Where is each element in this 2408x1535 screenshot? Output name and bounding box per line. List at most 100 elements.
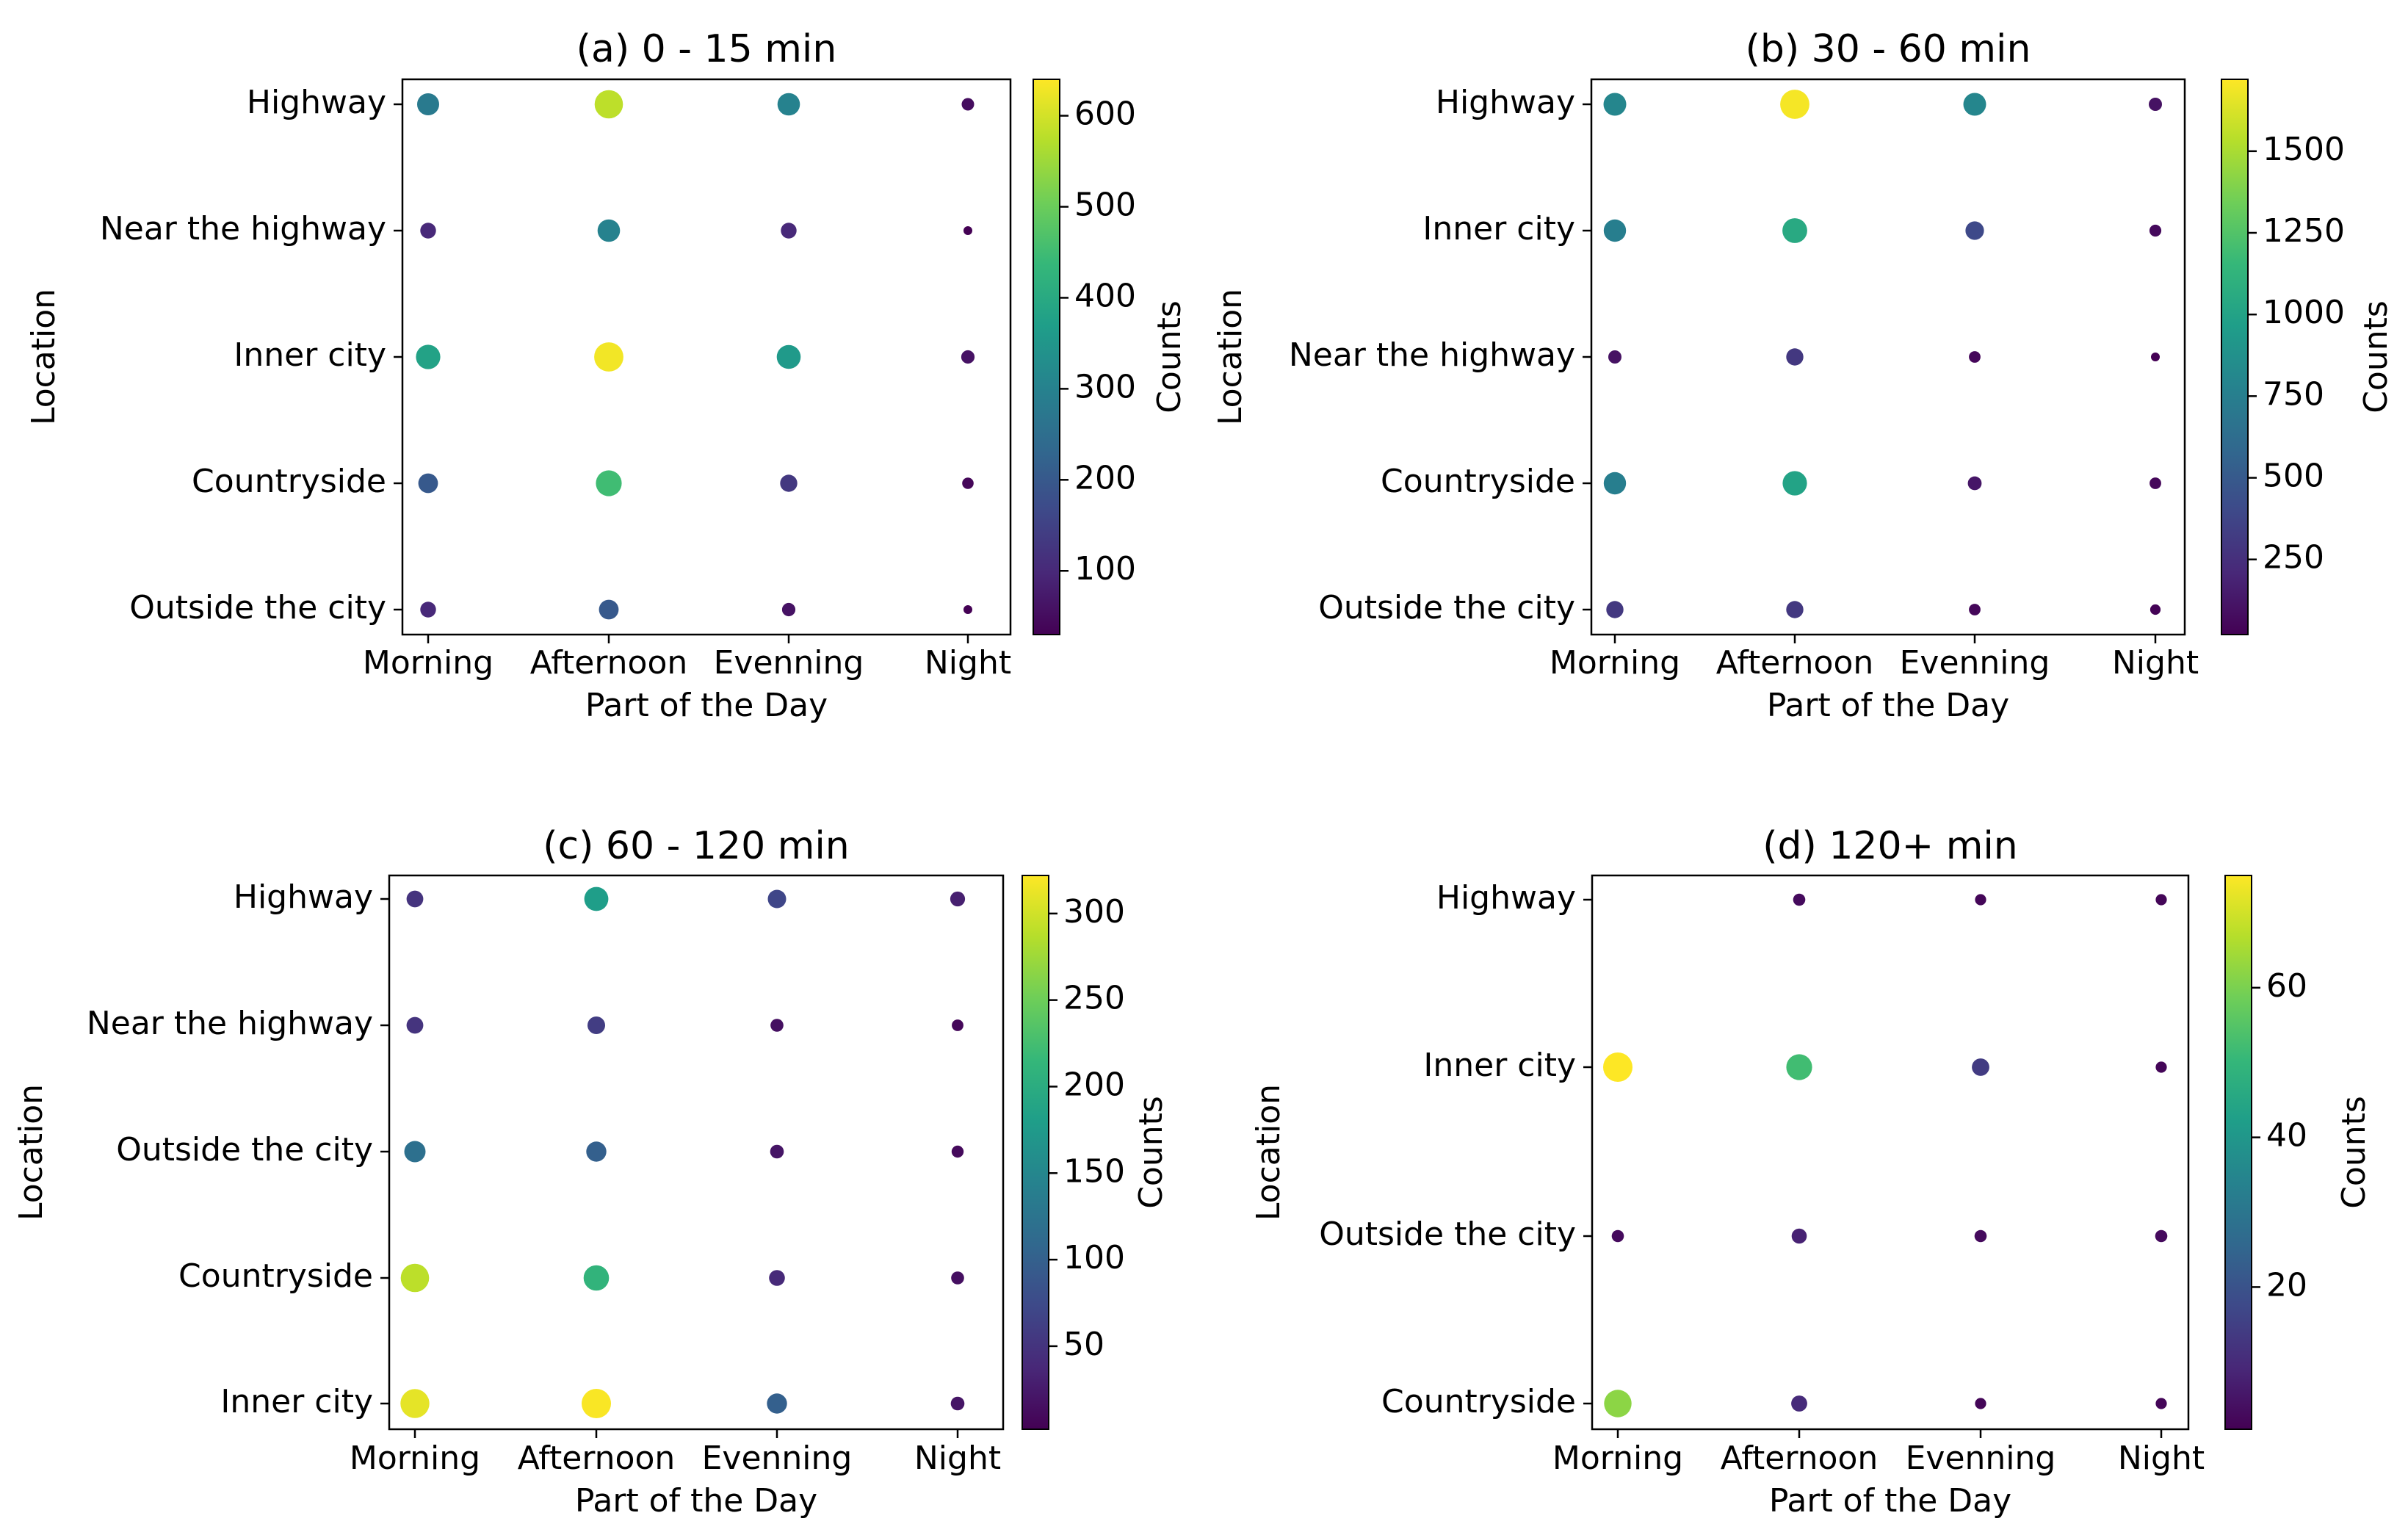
data-point — [2151, 353, 2160, 361]
x-tick-label: Night — [2118, 1440, 2205, 1477]
y-axis-label: Location — [1250, 1084, 1287, 1221]
data-point — [1604, 1390, 1632, 1417]
data-point — [2149, 224, 2162, 237]
data-point — [1603, 219, 1627, 242]
data-point — [1606, 601, 1624, 618]
colorbar-tick-label: 600 — [1074, 95, 1136, 133]
data-point — [2155, 894, 2167, 906]
data-point — [1975, 894, 1986, 906]
x-tick-label: Afternoon — [1721, 1440, 1879, 1477]
y-tick-label: Outside the city — [116, 1131, 373, 1169]
data-point — [582, 1389, 611, 1418]
colorbar-tick-label: 1000 — [2263, 294, 2345, 331]
colorbar-label: Counts — [2357, 300, 2395, 413]
data-point — [1782, 471, 1807, 496]
colorbar-tick-label: 200 — [1074, 459, 1136, 496]
y-tick-label: Highway — [234, 878, 373, 916]
y-axis-label: Location — [12, 1084, 50, 1221]
data-point — [2150, 604, 2161, 615]
y-tick-label: Countryside — [1381, 1383, 1576, 1420]
data-point — [1786, 348, 1804, 366]
data-point — [1603, 1052, 1633, 1082]
data-point — [781, 602, 796, 617]
data-point — [781, 223, 797, 239]
colorbar-tick-label: 100 — [1063, 1239, 1125, 1276]
y-axis-label: Location — [25, 289, 62, 425]
colorbar-tick-label: 40 — [2266, 1117, 2307, 1155]
x-axis-label: Part of the Day — [1769, 1482, 2011, 1520]
y-tick-label: Outside the city — [1318, 589, 1575, 626]
data-point — [587, 1016, 605, 1034]
data-point — [1782, 218, 1807, 243]
colorbar — [1033, 79, 1060, 635]
data-point — [1603, 472, 1627, 495]
data-point — [586, 1141, 607, 1162]
y-tick-label: Highway — [247, 84, 386, 121]
colorbar — [1022, 875, 1049, 1429]
colorbar-frame — [2221, 79, 2249, 635]
data-point — [400, 1263, 430, 1293]
y-tick-label: Countryside — [192, 463, 386, 500]
data-point — [780, 474, 798, 492]
x-tick-label: Morning — [363, 644, 493, 682]
data-point — [769, 1270, 785, 1286]
colorbar-tick-label: 400 — [1074, 277, 1136, 314]
data-point — [417, 93, 439, 115]
data-point — [420, 602, 436, 618]
x-tick-label: Evenning — [1906, 1440, 2056, 1477]
x-axis-label: Part of the Day — [585, 687, 828, 724]
x-tick-label: Morning — [1552, 1440, 1683, 1477]
x-tick-label: Night — [914, 1440, 1001, 1477]
data-point — [950, 1396, 965, 1411]
data-point — [1969, 604, 1981, 615]
colorbar-tick-label: 20 — [2266, 1266, 2307, 1304]
x-axis-label: Part of the Day — [1767, 687, 2009, 724]
x-tick-label: Night — [2112, 644, 2199, 682]
y-tick-label: Near the highway — [1289, 336, 1575, 374]
data-point — [770, 1144, 784, 1159]
y-tick-label: Highway — [1436, 84, 1575, 121]
colorbar-label: Counts — [1151, 300, 1188, 413]
colorbar-tick-label: 1500 — [2263, 131, 2345, 168]
data-point — [584, 886, 609, 911]
data-point — [406, 890, 424, 908]
chart-title: (a) 0 - 15 min — [576, 27, 837, 71]
x-tick-label: Morning — [1550, 644, 1680, 682]
data-point — [770, 1019, 784, 1032]
y-tick-label: Near the highway — [87, 1005, 373, 1042]
data-point — [1603, 93, 1627, 116]
colorbar-tick-label: 200 — [1063, 1066, 1125, 1103]
x-tick-label: Evenning — [702, 1440, 853, 1477]
data-point — [1780, 90, 1809, 119]
data-point — [1975, 1398, 1986, 1409]
data-point — [1791, 1228, 1807, 1244]
data-point — [961, 350, 975, 364]
chart-panel-2: (b) 30 - 60 min Morning Afternoon Evenning N… — [1212, 27, 2395, 724]
data-point — [2149, 98, 2162, 111]
y-tick-label: Countryside — [1381, 463, 1575, 500]
data-point — [599, 599, 619, 620]
y-axis-label: Location — [1212, 289, 1249, 425]
data-point — [952, 1019, 963, 1031]
x-tick-label: Morning — [350, 1440, 480, 1477]
y-tick-label: Highway — [1436, 879, 1576, 917]
chart-title: (b) 30 - 60 min — [1746, 27, 2031, 71]
y-tick-label: Near the highway — [100, 210, 386, 248]
data-point — [416, 344, 441, 369]
data-point — [776, 344, 801, 369]
data-point — [1793, 893, 1806, 906]
colorbar — [2225, 875, 2252, 1429]
data-point — [2155, 1229, 2168, 1243]
data-point — [596, 470, 622, 496]
x-tick-label: Afternoon — [530, 644, 688, 682]
data-point — [963, 605, 972, 614]
colorbar-tick-label: 150 — [1063, 1152, 1125, 1190]
data-point — [1608, 350, 1621, 364]
data-point — [404, 1141, 426, 1163]
data-point — [594, 90, 623, 119]
colorbar-frame — [2224, 875, 2252, 1430]
data-point — [583, 1265, 610, 1291]
chart-panel-3: (c) 60 - 120 min Morning Afternoon Evenning… — [12, 824, 1170, 1520]
data-point — [1967, 476, 1982, 491]
data-point — [1969, 351, 1981, 363]
